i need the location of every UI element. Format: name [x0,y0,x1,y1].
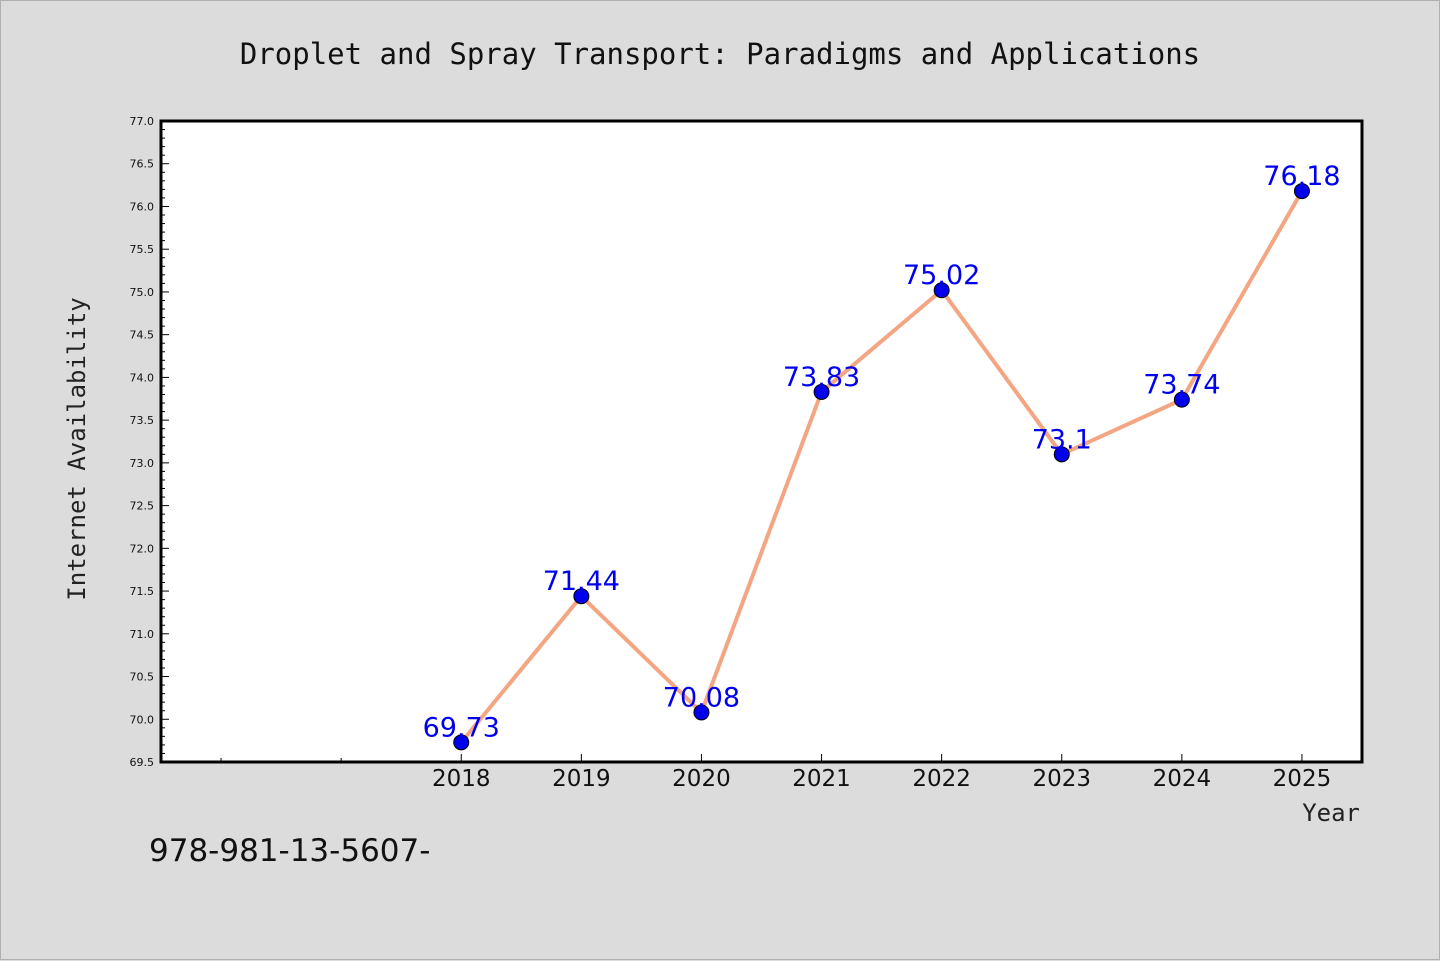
y-tick-label: 77.0 [130,115,155,128]
y-tick-label: 69.5 [130,756,155,769]
data-point [1053,446,1070,463]
y-tick-label: 76.5 [130,158,155,171]
y-tick-label: 75.0 [130,286,155,299]
y-tick-label: 74.5 [130,329,155,342]
y-tick-label: 70.0 [130,713,155,726]
y-tick-label: 70.5 [130,671,155,684]
data-label: 70.08 [663,682,740,713]
x-tick-label: 2022 [912,766,971,792]
data-point [1293,183,1310,200]
data-point [933,282,950,299]
data-label: 71.44 [543,566,620,597]
y-tick-label: 76.0 [130,200,155,213]
x-tick-label: 2021 [792,766,851,792]
x-axis-label: Year [1302,799,1360,827]
x-tick-label: 2023 [1032,766,1091,792]
data-label: 69.73 [423,712,500,743]
chart-title: Droplet and Spray Transport: Paradigms a… [240,37,1200,71]
y-tick-label: 72.0 [130,542,155,555]
y-axis-label: Internet Availability [63,297,91,600]
data-label: 76.18 [1263,161,1340,192]
data-label: 75.02 [903,260,980,291]
data-point [573,588,590,605]
x-tick-label: 2019 [552,766,611,792]
x-tick-label: 2024 [1153,766,1212,792]
y-tick-label: 72.5 [130,500,155,513]
x-tick-label: 2020 [672,766,731,792]
x-axis: 2018 2019 2020 2021 2022 2023 2024 2025 [220,754,1332,792]
y-tick-label: 73.5 [130,414,155,427]
data-label: 73.1 [1032,424,1092,455]
y-tick-label: 74.0 [130,371,155,384]
data-point [453,734,470,751]
x-tick-label: 2025 [1273,766,1332,792]
data-point [813,383,830,400]
y-axis: 69.5 70.0 70.5 71.0 71.5 72.0 72.5 73.0 73.5 74.0… [130,115,169,769]
y-tick-label: 73.0 [130,457,155,470]
data-point [1173,391,1190,408]
data-point [693,704,710,721]
y-tick-label: 75.5 [130,243,155,256]
plot-area [159,119,1364,764]
series-layer: 69.73 71.44 70.08 73.83 75.02 73.1 73.74 76.18 [423,161,1341,751]
data-label: 73.74 [1143,370,1220,401]
series-line [459,190,1304,744]
footnote-text: 978-981-13-5607- [149,833,431,869]
x-tick-label: 2018 [432,766,491,792]
y-tick-label: 71.5 [130,585,155,598]
data-label: 73.83 [783,362,860,393]
y-tick-label: 71.0 [130,628,155,641]
